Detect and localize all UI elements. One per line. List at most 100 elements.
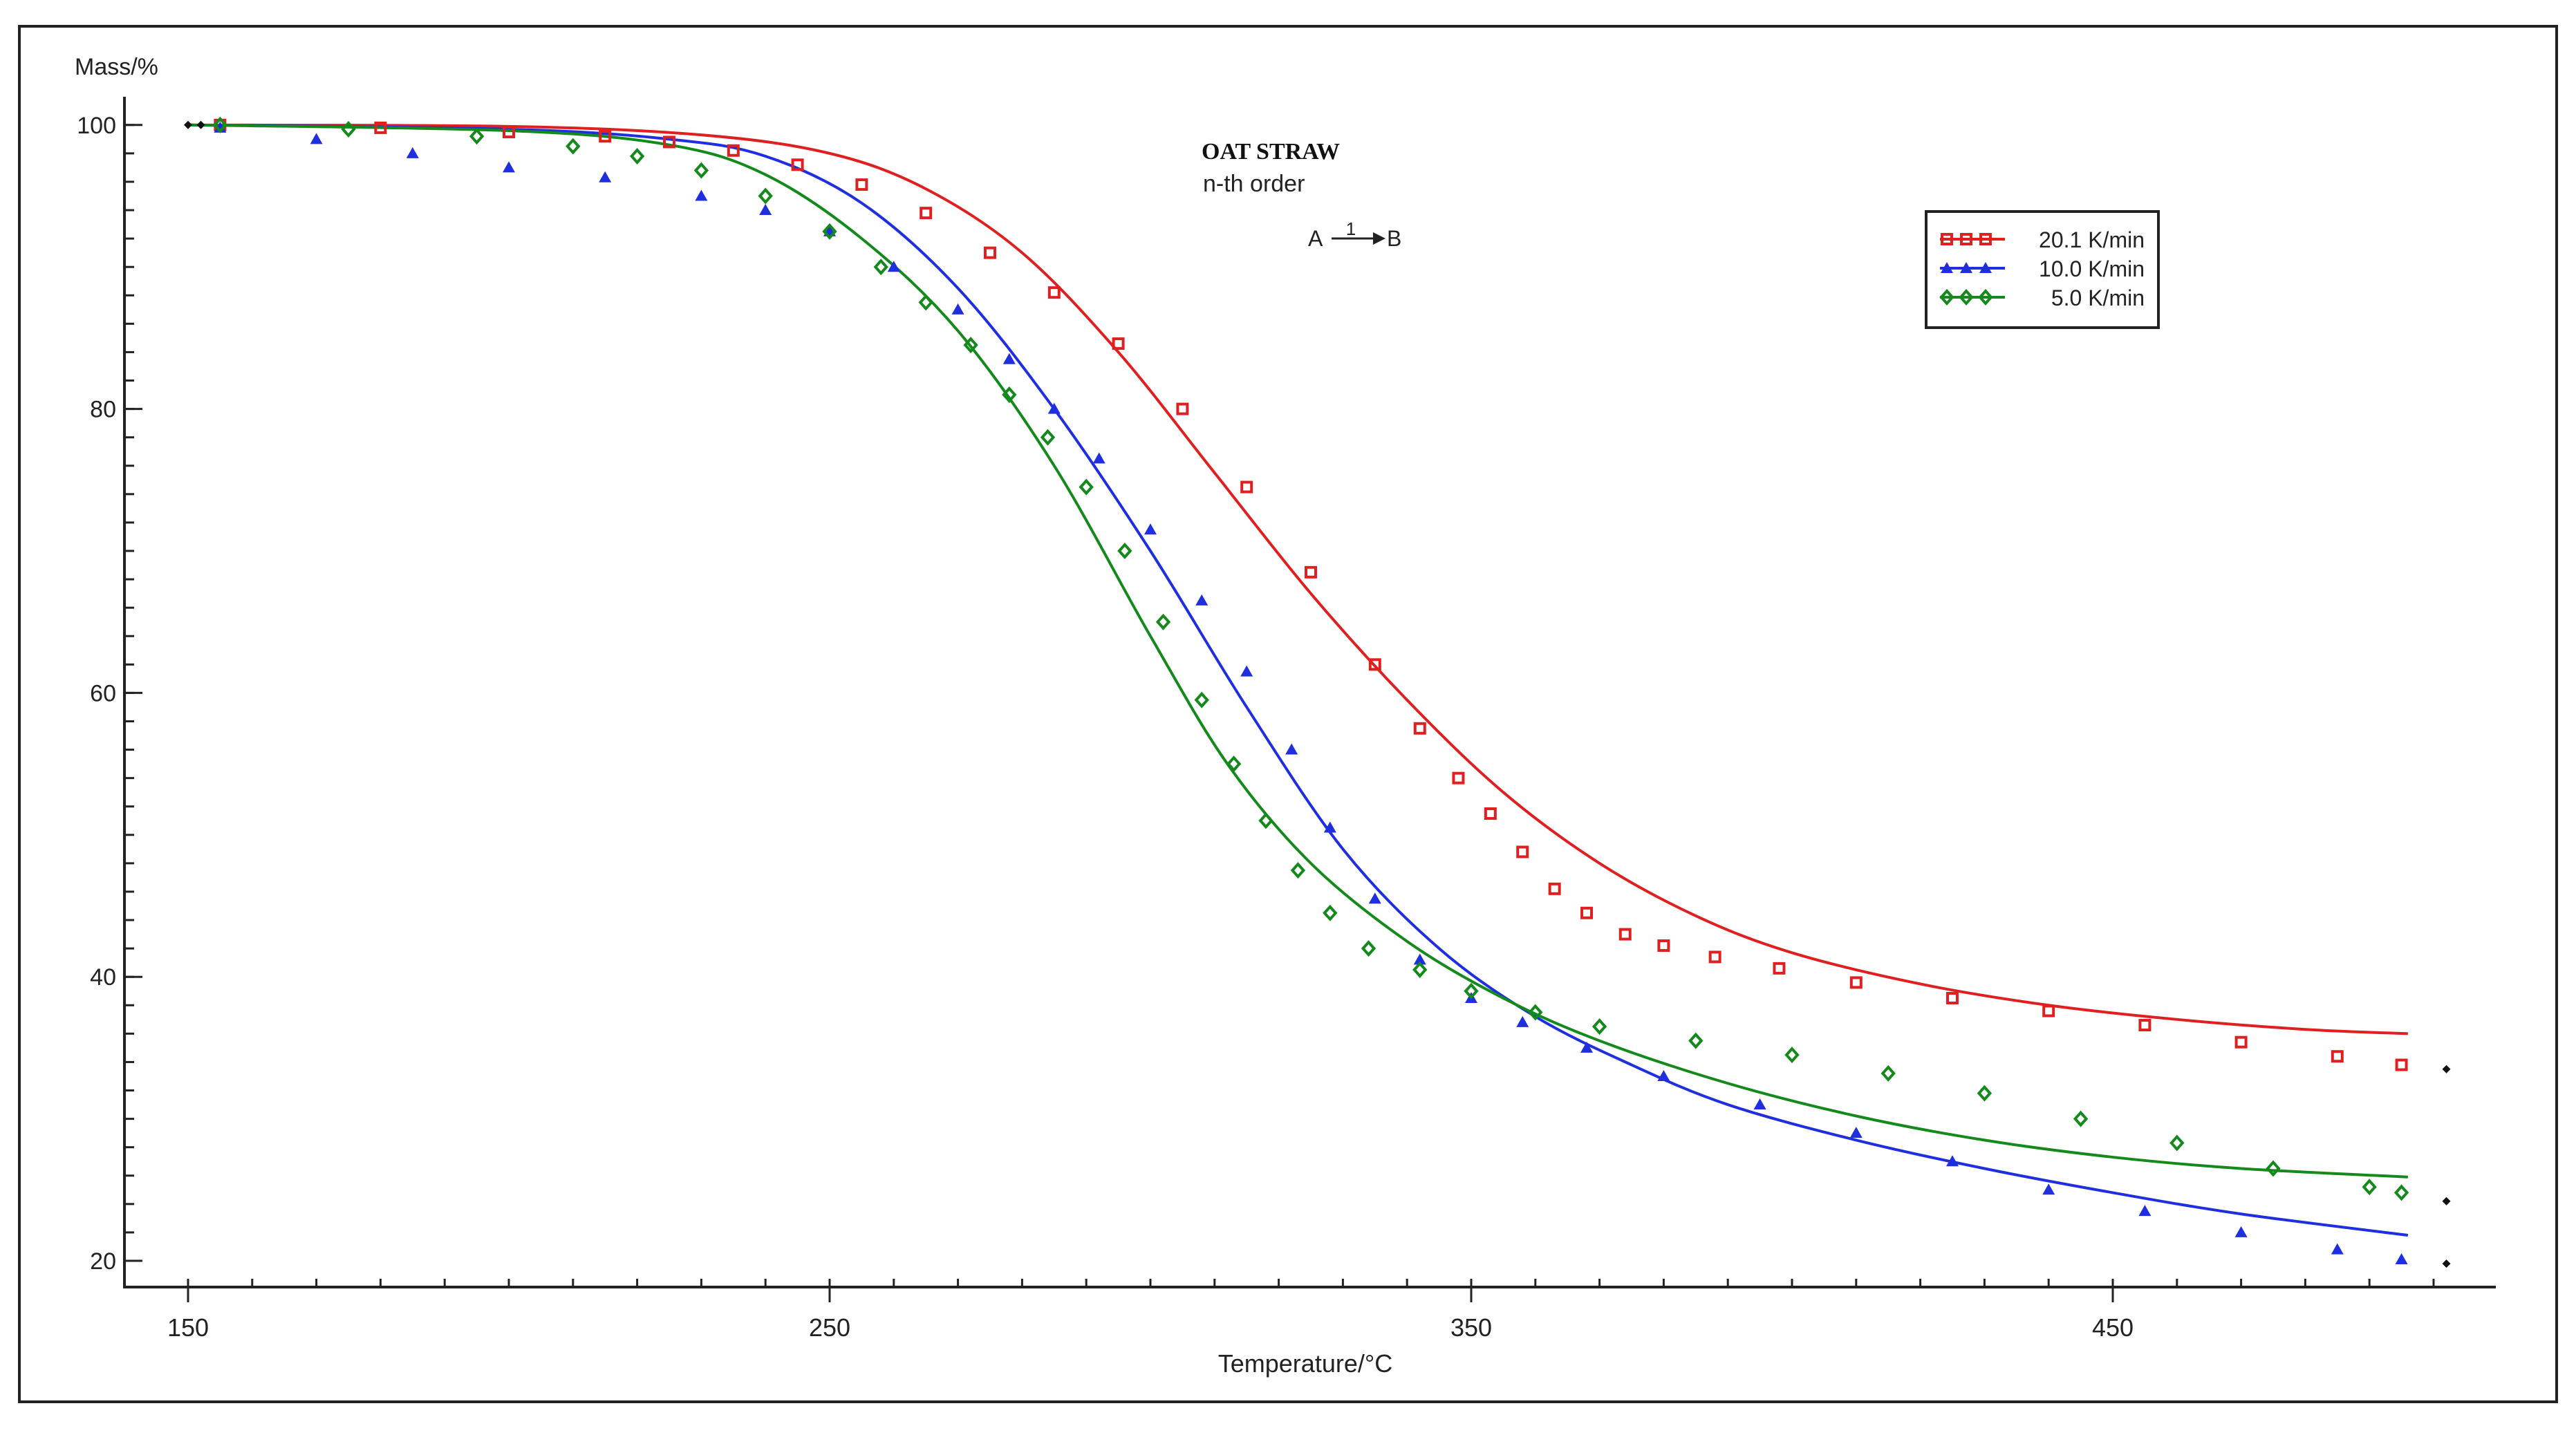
data-point-diamond [918,294,933,311]
reaction-scheme: A 1 B [1308,218,1401,251]
data-point-square [503,126,515,139]
data-point-triangle [1047,402,1061,414]
data-point-square [374,121,387,134]
data-point-triangle [695,189,708,201]
data-point-triangle [1657,1069,1670,1081]
data-point-square [855,178,868,191]
data-markers [184,116,2451,1268]
data-point-diamond [566,138,581,155]
x-axis-label: Temperature/°C [1218,1349,1393,1378]
end-marker [184,120,192,129]
data-point-triangle [887,261,900,272]
data-point-diamond [1323,904,1338,921]
data-point-square [2331,1050,2344,1063]
data-point-square [2234,1035,2248,1049]
data-point-triangle [503,161,515,173]
x-tick-label: 250 [809,1313,850,1342]
data-point-triangle [2138,1205,2152,1217]
data-point-triangle [2395,1253,2408,1264]
data-point-triangle [310,133,323,144]
axes: 20 40 60 80 100 150 250 350 450 [77,97,2496,1342]
data-point-triangle [214,121,227,133]
data-point-square [791,158,804,171]
data-point-diamond [1977,1085,1992,1102]
end-marker [2442,1064,2451,1073]
data-point-square [2042,1004,2055,1017]
data-point-diamond [873,259,888,276]
legend-marker-triangle [1979,262,1992,273]
data-point-diamond [1412,961,1428,978]
data-point-diamond [1002,386,1017,404]
data-point-diamond [822,223,837,240]
data-point-diamond [1290,862,1306,879]
data-point-square [663,135,675,149]
data-point-square [1452,771,1465,785]
data-point-diamond [1361,940,1376,957]
data-point-diamond [1528,1004,1543,1021]
legend-marker-square [1979,233,1992,245]
data-point-triangle [599,171,612,182]
data-point-triangle [1002,353,1016,364]
data-point-diamond [629,147,645,165]
data-point-diamond [963,337,978,354]
legend-label-diamond: 5.0 K/min [2051,285,2145,310]
legend-label-triangle: 10.0 K/min [2039,256,2145,281]
data-point-triangle [1368,892,1381,904]
chart-subtitle: n-th order [1203,171,1305,197]
data-point-triangle [1240,665,1253,677]
end-marker [2442,1259,2451,1268]
data-point-diamond [1079,478,1094,496]
legend-marker-square [1941,233,1953,245]
data-point-diamond [1688,1032,1704,1049]
data-point-square [1112,337,1125,350]
data-point-triangle [1285,743,1298,755]
data-point-square [1708,950,1721,964]
data-point-square [1305,565,1317,579]
data-point-triangle [1092,452,1105,464]
x-tick-label: 150 [167,1313,209,1342]
data-point-diamond [1040,429,1056,446]
data-point-diamond [693,162,709,179]
data-point-triangle [1323,821,1336,833]
data-point-triangle [2042,1183,2055,1195]
data-point-square [2395,1058,2408,1071]
data-point-diamond [2266,1160,2281,1177]
legend-marker-diamond [1939,288,1954,306]
fit-curves [187,123,2409,1237]
y-tick-label: 80 [90,397,116,423]
data-point-diamond [2169,1134,2185,1152]
data-point-diamond [1880,1064,1896,1082]
data-point-square [1368,658,1381,671]
legend-marker-triangle [1941,262,1953,273]
data-point-square [727,144,740,157]
legend-marker-diamond [1959,288,1974,306]
data-point-diamond [2393,1184,2409,1201]
data-point-triangle [951,303,964,315]
data-point-square [1413,722,1426,735]
data-point-triangle [759,204,772,216]
data-point-triangle [2331,1243,2344,1255]
data-point-square [1176,402,1189,415]
data-point-triangle [2234,1226,2248,1237]
data-point-diamond [1592,1018,1607,1035]
fit-line-diamond [187,123,2408,1179]
data-point-diamond [1784,1047,1800,1064]
end-marker [2442,1197,2451,1206]
data-point-diamond [1226,756,1242,773]
data-point-square [984,246,996,259]
data-point-square [2138,1019,2152,1032]
data-point-diamond [2362,1179,2377,1196]
data-point-diamond [1464,982,1479,1000]
data-point-square [1773,962,1786,975]
x-tick-label: 450 [2092,1313,2134,1342]
y-tick-label: 40 [90,964,116,991]
data-point-diamond [1194,691,1209,709]
y-tick-label: 100 [77,113,116,139]
data-point-square [1240,480,1253,494]
chart-frame [18,25,2558,1403]
data-point-diamond [1155,613,1171,630]
fit-line-triangle [187,123,2409,1237]
data-point-diamond [2073,1110,2089,1127]
data-point-triangle [406,147,419,158]
